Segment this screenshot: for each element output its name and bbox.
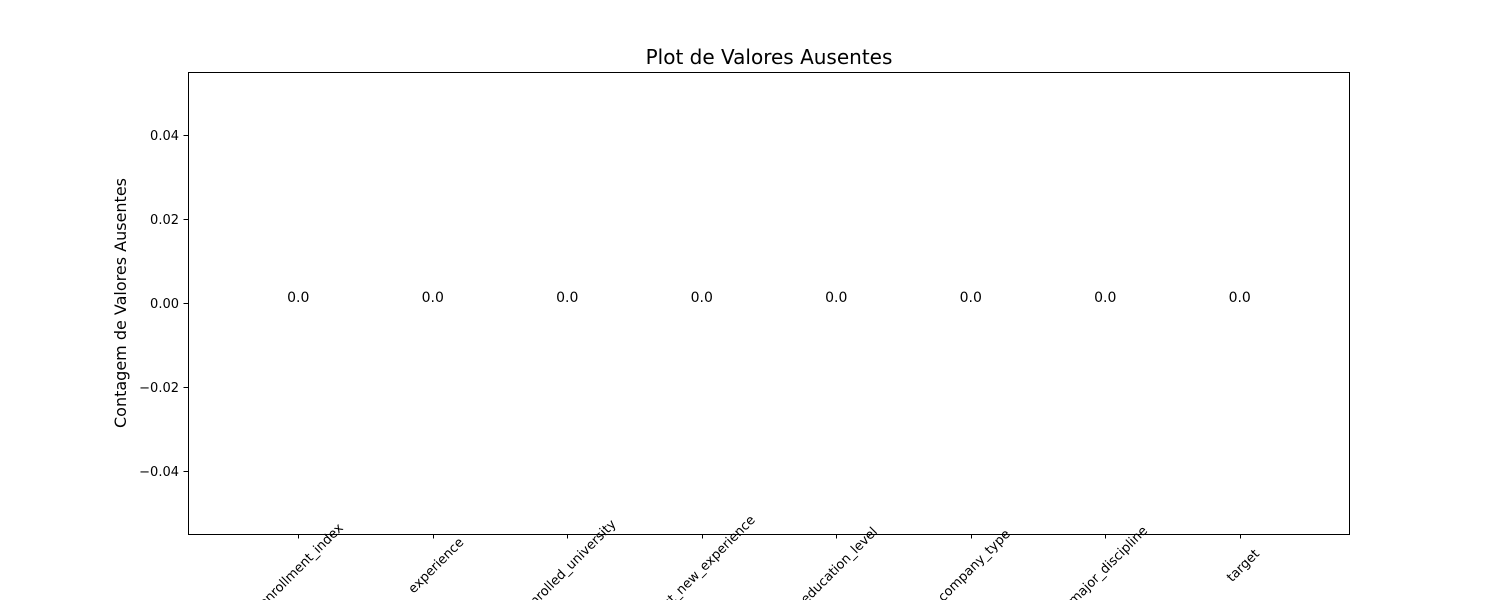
bar-value-label: 0.0 [1094, 290, 1116, 306]
y-tick-label: −0.04 [139, 465, 179, 480]
y-tick-label: −0.02 [139, 381, 179, 396]
y-tick-label: 0.04 [150, 129, 179, 144]
y-tick-label: 0.02 [150, 213, 179, 228]
bar-value-label: 0.0 [422, 290, 444, 306]
y-axis-label: Contagem de Valores Ausentes [111, 178, 130, 428]
bar-value-label: 0.0 [960, 290, 982, 306]
y-axis-ticks: −0.04 −0.02 0.00 0.02 0.04 [139, 129, 188, 480]
bar-value-label: 0.0 [825, 290, 847, 306]
bar-value-labels: 0.0 0.0 0.0 0.0 0.0 0.0 0.0 0.0 [287, 290, 1251, 306]
plot-area-frame [188, 72, 1350, 535]
chart-title: Plot de Valores Ausentes [646, 45, 893, 69]
y-tick-label: 0.00 [150, 297, 179, 312]
bar-value-label: 0.0 [691, 290, 713, 306]
bar-value-label: 0.0 [1229, 290, 1251, 306]
bar-value-label: 0.0 [287, 290, 309, 306]
bar-value-label: 0.0 [556, 290, 578, 306]
